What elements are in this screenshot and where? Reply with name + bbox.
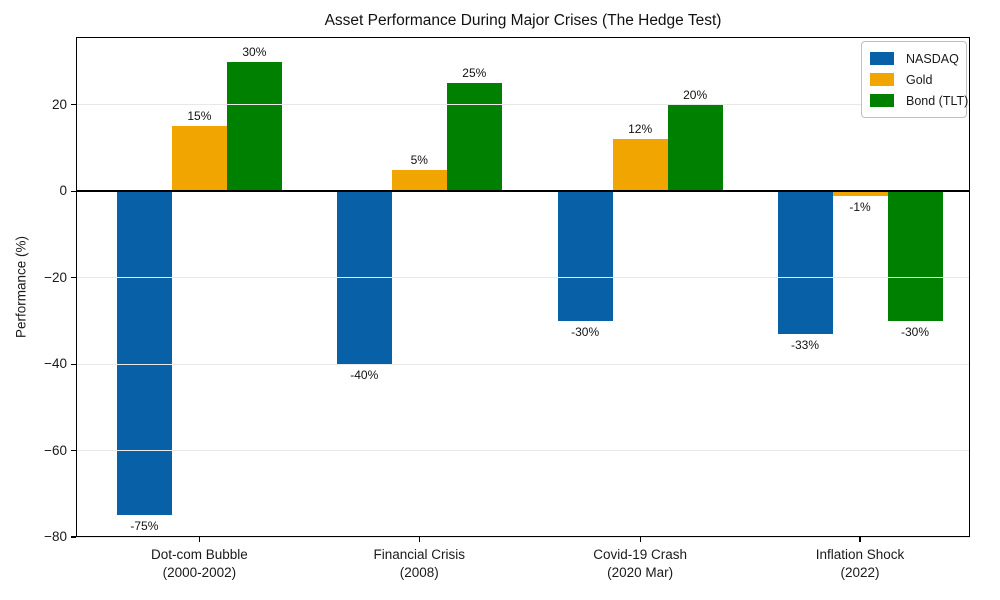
- bar-value-label-nasdaq-2: -30%: [571, 324, 600, 339]
- bar-gold-3: [832, 191, 888, 196]
- x-category-period: (2020 Mar): [607, 565, 674, 580]
- bar-nasdaq-0: [116, 191, 172, 516]
- bar-nasdaq-2: [557, 191, 613, 321]
- x-category-period: (2008): [399, 565, 439, 580]
- x-category-name: Inflation Shock: [815, 547, 905, 562]
- x-category-label-0: Dot-com Bubble (2000-2002): [109, 546, 289, 582]
- x-tick-mark-2: [639, 537, 641, 542]
- zero-axis-line: [76, 190, 970, 193]
- y-tick-mark--80: [71, 536, 76, 538]
- legend-item-nasdaq: NASDAQ: [870, 48, 959, 69]
- x-tick-mark-3: [859, 537, 861, 542]
- gridline--40: [76, 363, 970, 365]
- bar-value-label-gold-3: -1%: [849, 199, 871, 214]
- bar-value-label-nasdaq-0: -75%: [130, 519, 159, 534]
- y-tick-mark--40: [71, 363, 76, 365]
- y-tick-label-20: 20: [51, 96, 67, 112]
- gridline--20: [76, 277, 970, 279]
- legend-swatch-nasdaq: [870, 52, 894, 65]
- y-axis-label: Performance (%): [13, 235, 29, 339]
- x-category-name: Covid-19 Crash: [593, 547, 687, 562]
- gridline-20: [76, 104, 970, 106]
- legend-swatch-bond-tlt: [870, 94, 894, 107]
- x-category-label-1: Financial Crisis (2008): [329, 546, 509, 582]
- bar-gold-2: [612, 139, 668, 192]
- bar-gold-1: [391, 169, 447, 192]
- x-category-name: Financial Crisis: [373, 547, 466, 562]
- y-tick-label--20: −20: [44, 269, 67, 285]
- x-category-label-2: Covid-19 Crash (2020 Mar): [550, 546, 730, 582]
- y-tick-mark--60: [71, 449, 76, 452]
- x-category-name: Dot-com Bubble: [150, 547, 248, 562]
- bar-bond-tlt-3: [887, 191, 943, 321]
- bar-bond-tlt-0: [226, 61, 282, 192]
- y-tick-mark--20: [71, 277, 76, 279]
- bar-bond-tlt-2: [667, 104, 723, 192]
- bar-value-label-bond-tlt-0: 30%: [242, 44, 267, 59]
- legend-swatch-gold: [870, 73, 894, 86]
- gridline--60: [76, 450, 970, 452]
- x-tick-mark-1: [418, 537, 420, 542]
- bar-value-label-bond-tlt-1: 25%: [462, 66, 487, 81]
- bar-value-label-bond-tlt-2: 20%: [683, 87, 708, 102]
- legend-label-bond-tlt: Bond (TLT): [906, 93, 969, 108]
- y-tick-mark-20: [71, 104, 76, 106]
- x-category-label-3: Inflation Shock (2022): [770, 546, 950, 582]
- gridline--80: [76, 536, 970, 538]
- chart-title: Asset Performance During Major Crises (T…: [324, 12, 722, 29]
- legend-label-gold: Gold: [906, 72, 933, 87]
- bar-value-label-gold-2: 12%: [628, 122, 653, 137]
- y-tick-label-0: 0: [59, 183, 67, 199]
- legend-item-gold: Gold: [870, 69, 958, 90]
- legend-item-bond-tlt: Bond (TLT): [870, 90, 968, 111]
- bar-value-label-gold-0: 15%: [187, 109, 212, 124]
- y-tick-label--60: −60: [44, 442, 67, 458]
- legend-label-nasdaq: NASDAQ: [906, 51, 959, 66]
- bar-bond-tlt-1: [446, 83, 502, 192]
- bar-nasdaq-3: [777, 191, 833, 334]
- bar-value-label-nasdaq-3: -33%: [791, 337, 820, 352]
- x-category-period: (2000-2002): [162, 565, 237, 580]
- bar-gold-0: [171, 126, 227, 192]
- x-tick-mark-0: [198, 537, 200, 542]
- legend: NASDAQ Gold Bond (TLT): [861, 41, 968, 118]
- bar-value-label-nasdaq-1: -40%: [350, 368, 379, 383]
- y-tick-label--40: −40: [44, 356, 67, 372]
- y-tick-mark-0: [71, 190, 76, 192]
- x-category-period: (2022): [840, 565, 880, 580]
- bar-value-label-gold-1: 5%: [410, 152, 428, 167]
- bar-value-label-bond-tlt-3: -30%: [901, 324, 930, 339]
- y-tick-label--80: −80: [44, 529, 67, 544]
